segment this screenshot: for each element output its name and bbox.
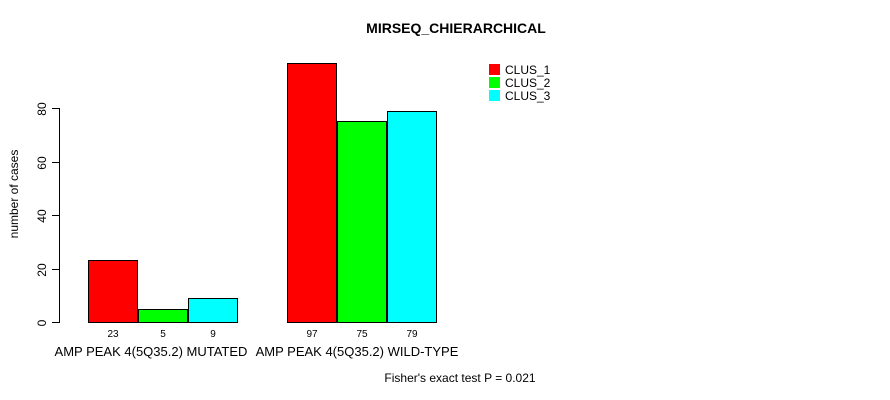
legend-label-clus-1: CLUS_1: [505, 62, 551, 77]
chart-title: MIRSEQ_CHIERARCHICAL: [366, 20, 546, 36]
legend-row-clus-2: CLUS_2: [489, 76, 550, 89]
legend-row-clus-1: CLUS_1: [489, 63, 550, 76]
bar-clus-2-group1: [138, 309, 188, 323]
legend: CLUS_1 CLUS_2 CLUS_3: [489, 63, 550, 102]
annotation-text: Fisher's exact test P = 0.021: [384, 371, 536, 385]
bar-value-label: 97: [306, 329, 318, 340]
y-tick-label-60: 60: [35, 156, 49, 170]
bar-clus-2-group2: [337, 121, 387, 323]
y-tick-label-20: 20: [35, 263, 49, 277]
legend-swatch-clus-2: [489, 77, 500, 88]
legend-label-clus-3: CLUS_3: [505, 88, 551, 103]
legend-swatch-clus-3: [489, 90, 500, 101]
y-axis-line: [59, 108, 60, 323]
bar-clus-1-group1: [88, 260, 138, 323]
bar-value-label: 5: [160, 329, 166, 340]
legend-row-clus-3: CLUS_3: [489, 89, 550, 102]
bar-value-label: 79: [406, 329, 418, 340]
bar-value-label: 75: [356, 329, 368, 340]
y-tick-label-80: 80: [35, 102, 49, 116]
x-category-label: AMP PEAK 4(5Q35.2) MUTATED: [54, 344, 248, 359]
y-tick-mark-80: [52, 108, 59, 109]
bar-clus-3-group1: [188, 298, 238, 323]
legend-label-clus-2: CLUS_2: [505, 75, 551, 90]
x-category-label: AMP PEAK 4(5Q35.2) WILD-TYPE: [255, 344, 459, 359]
legend-swatch-clus-1: [489, 64, 500, 75]
y-tick-mark-20: [52, 269, 59, 270]
y-tick-mark-60: [52, 162, 59, 163]
bar-value-label: 9: [210, 329, 216, 340]
y-tick-label-40: 40: [35, 209, 49, 223]
y-tick-mark-40: [52, 215, 59, 216]
y-tick-mark-0: [52, 322, 59, 323]
y-tick-label-0: 0: [35, 319, 49, 327]
bar-value-label: 23: [107, 329, 119, 340]
bar-clus-3-group2: [387, 111, 437, 323]
y-axis-label: number of cases: [7, 149, 21, 239]
bar-clus-1-group2: [287, 63, 337, 323]
